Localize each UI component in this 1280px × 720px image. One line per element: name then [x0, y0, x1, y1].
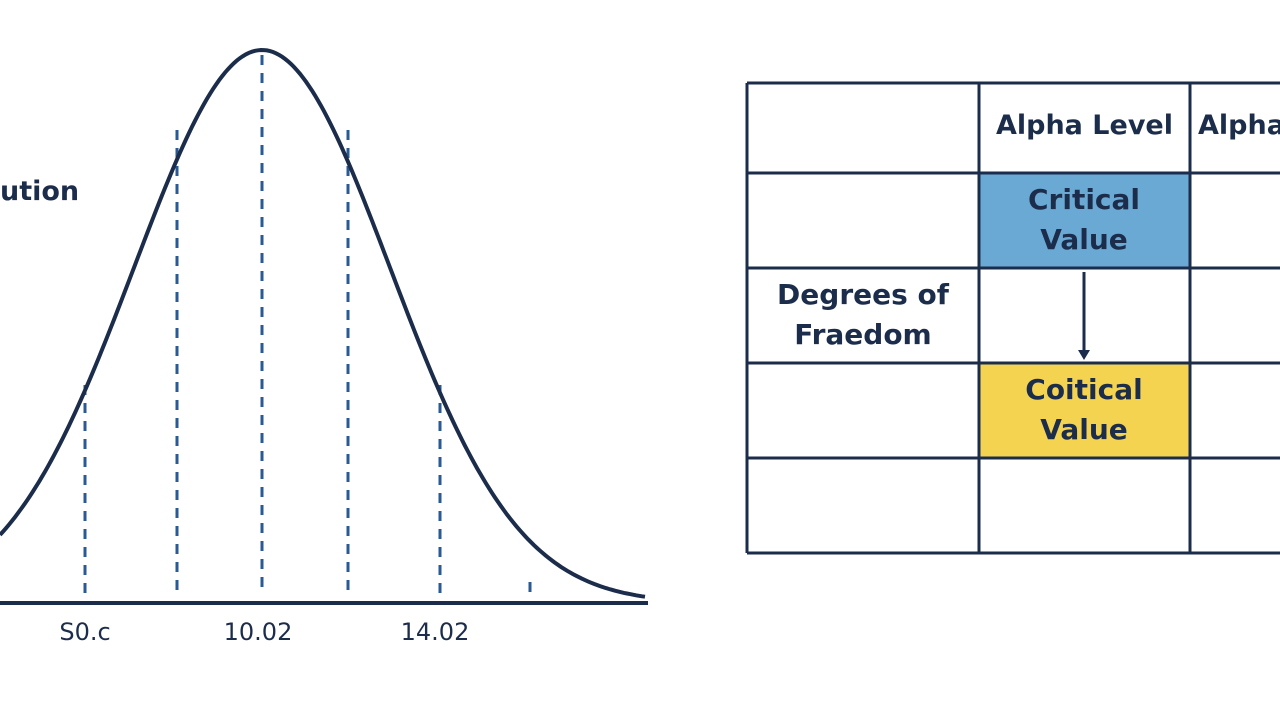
cell-text: Critical Value: [1027, 183, 1141, 256]
column-header: Alpha: [1198, 110, 1280, 141]
table-grid: [745, 81, 1280, 555]
column-header: Alpha Level: [995, 110, 1173, 141]
bell-curve: [0, 47, 646, 599]
yellow-cell: [979, 363, 1190, 458]
arrow: [1078, 272, 1090, 360]
blue-cell: [979, 173, 1190, 268]
axis-label: 10.02: [223, 618, 293, 646]
title-fragment: ution: [0, 176, 80, 207]
arrow-head: [1078, 350, 1090, 360]
axis-label: S0.c: [59, 618, 111, 646]
axis-label: 14.02: [400, 618, 470, 646]
cell-text: Coitical Value: [1025, 373, 1143, 446]
table-cells: [979, 173, 1190, 458]
row-label: Degrees of Fraedom: [777, 278, 949, 351]
dashed-lines: [83, 55, 532, 598]
